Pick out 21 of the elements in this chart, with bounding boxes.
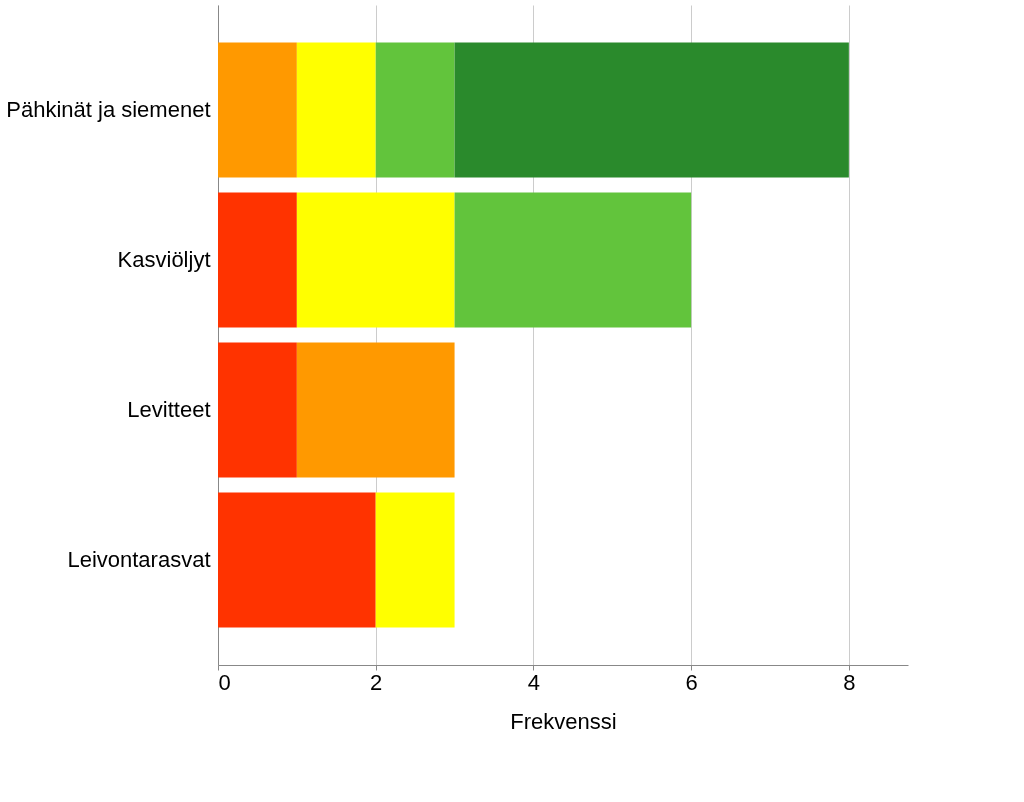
y-tick-label: Levitteet xyxy=(127,397,211,422)
x-tick-label: 6 xyxy=(685,669,698,695)
y-tick-label: Leivontarasvat xyxy=(67,547,211,572)
bar xyxy=(218,192,297,328)
y-tick-label: Pähkinät ja siemenet xyxy=(6,97,211,122)
bar xyxy=(375,42,455,178)
x-tick-label: 0 xyxy=(218,669,231,695)
bar xyxy=(454,42,849,178)
bar xyxy=(218,342,297,478)
bar xyxy=(375,492,455,628)
x-tick-label: 2 xyxy=(370,669,383,695)
bar xyxy=(218,492,376,628)
x-axis-title: Frekvenssi xyxy=(510,708,617,734)
x-tick-label: 4 xyxy=(527,669,541,695)
bar xyxy=(454,192,692,328)
bar xyxy=(296,42,376,178)
bar xyxy=(218,42,297,178)
y-tick-label: Kasviöljyt xyxy=(117,247,211,272)
bar xyxy=(296,192,455,328)
bar xyxy=(296,342,455,478)
x-tick-label: 8 xyxy=(843,669,856,695)
